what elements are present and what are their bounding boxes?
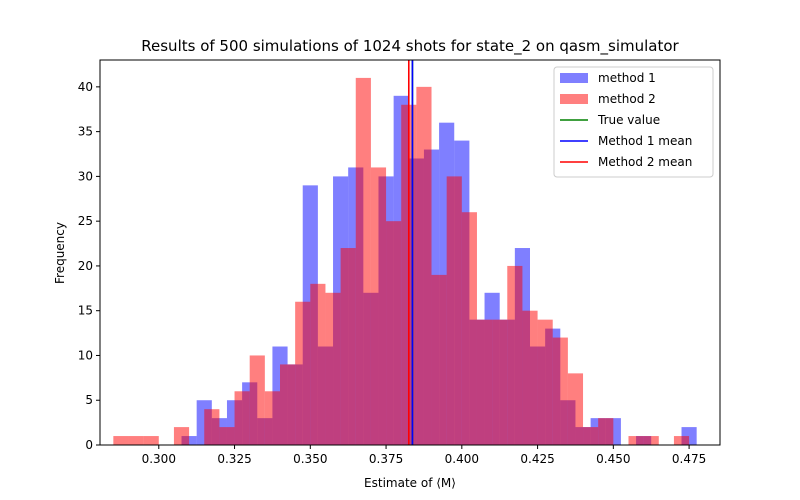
bar-series-2 bbox=[325, 292, 341, 445]
bar-series-2 bbox=[476, 319, 493, 445]
x-tick-label: 0.450 bbox=[596, 452, 630, 466]
bar-series-2 bbox=[234, 391, 250, 445]
y-tick-label: 15 bbox=[78, 304, 93, 318]
legend-label-method-2: method 2 bbox=[598, 92, 656, 106]
legend-label-true-value: True value bbox=[597, 113, 660, 127]
bar-series-2 bbox=[310, 283, 326, 445]
legend-swatch-method-2 bbox=[560, 94, 588, 104]
legend-box bbox=[553, 66, 714, 178]
bar-series-2 bbox=[643, 436, 659, 445]
x-tick-label: 0.475 bbox=[672, 452, 706, 466]
bar-series-2 bbox=[522, 310, 538, 445]
y-tick-label: 35 bbox=[78, 125, 93, 139]
bar-series-2 bbox=[673, 436, 690, 445]
y-axis-label: Frequency bbox=[53, 222, 67, 284]
y-tick-label: 20 bbox=[78, 259, 93, 273]
bar-series-2 bbox=[461, 212, 477, 445]
legend: method 1 method 2 True value Method 1 mean M… bbox=[553, 66, 714, 178]
mean-lines bbox=[407, 60, 414, 445]
y-tick-label: 10 bbox=[78, 348, 93, 362]
x-tick-label: 0.325 bbox=[217, 452, 251, 466]
y-tick-label: 0 bbox=[85, 438, 93, 452]
bar-series-2 bbox=[249, 355, 265, 445]
y-axis-ticks: 0 5 10 15 20 25 30 35 40 bbox=[78, 80, 100, 452]
legend-label-method-1-mean: Method 1 mean bbox=[598, 134, 692, 148]
bar-series-2 bbox=[128, 436, 144, 445]
x-tick-label: 0.350 bbox=[293, 452, 327, 466]
bar-series-2 bbox=[567, 373, 584, 445]
bar-series-2 bbox=[598, 418, 614, 445]
bar-series-2 bbox=[552, 337, 568, 445]
histogram-bars bbox=[113, 77, 697, 446]
bar-series-2 bbox=[143, 436, 159, 445]
bar-series-2 bbox=[507, 265, 523, 445]
legend-label-method-1: method 1 bbox=[598, 71, 656, 85]
bar-series-2 bbox=[204, 409, 220, 445]
y-tick-label: 40 bbox=[78, 80, 93, 94]
x-axis-ticks: 0.300 0.325 0.350 0.375 0.400 0.425 0.450 0.475 bbox=[142, 445, 706, 466]
x-tick-label: 0.400 bbox=[445, 452, 479, 466]
bar-series-2 bbox=[355, 77, 371, 445]
legend-swatch-method-1 bbox=[560, 73, 588, 83]
bar-series-2 bbox=[628, 436, 644, 445]
legend-items: method 1 method 2 True value Method 1 mean M… bbox=[560, 71, 692, 169]
x-tick-label: 0.300 bbox=[142, 452, 176, 466]
y-tick-label: 5 bbox=[85, 393, 93, 407]
y-tick-label: 25 bbox=[78, 214, 93, 228]
bar-series-2 bbox=[280, 364, 296, 445]
bar-series-2 bbox=[431, 274, 447, 445]
chart-title: Results of 500 simulations of 1024 shots… bbox=[141, 37, 679, 56]
bar-series-2 bbox=[219, 427, 235, 445]
x-axis-label: Estimate of ⟨M⟩ bbox=[364, 476, 456, 490]
bar-series-2 bbox=[583, 427, 599, 445]
bar-series-2 bbox=[492, 319, 508, 445]
x-tick-label: 0.425 bbox=[520, 452, 554, 466]
bar-series-2 bbox=[416, 86, 432, 445]
bar-series-2 bbox=[340, 248, 356, 445]
bar-series-2 bbox=[295, 301, 311, 445]
y-tick-label: 30 bbox=[78, 169, 93, 183]
bar-series-2 bbox=[386, 221, 402, 445]
legend-label-method-2-mean: Method 2 mean bbox=[598, 155, 692, 169]
bar-series-2 bbox=[113, 436, 129, 445]
bar-series-2 bbox=[173, 427, 190, 445]
axes-frame bbox=[99, 59, 721, 446]
bar-series-2 bbox=[264, 391, 280, 445]
x-tick-label: 0.375 bbox=[369, 452, 403, 466]
bar-series-2 bbox=[370, 167, 387, 445]
bar-series-2 bbox=[446, 176, 462, 445]
bar-series-2 bbox=[537, 319, 553, 445]
